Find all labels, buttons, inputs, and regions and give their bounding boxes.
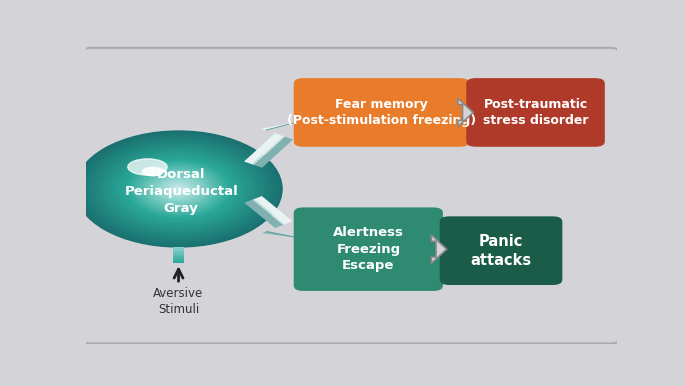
Text: Aversive
Stimuli: Aversive Stimuli [153,287,203,316]
FancyBboxPatch shape [466,78,605,147]
Polygon shape [254,137,293,168]
Bar [173,254,184,255]
Ellipse shape [129,161,227,217]
Ellipse shape [111,151,246,227]
Ellipse shape [114,153,243,225]
Ellipse shape [132,163,225,215]
Ellipse shape [128,159,167,175]
Text: Post-traumatic
stress disorder: Post-traumatic stress disorder [483,98,588,127]
Bar [173,251,184,252]
Ellipse shape [75,131,282,247]
Polygon shape [301,121,307,144]
Ellipse shape [80,134,277,244]
Bar [173,252,184,254]
Ellipse shape [90,140,266,238]
Text: Fear memory
(Post-stimulation freezing): Fear memory (Post-stimulation freezing) [287,98,476,127]
Ellipse shape [166,182,192,196]
Polygon shape [254,196,292,224]
Ellipse shape [124,159,233,219]
Ellipse shape [83,135,274,242]
Ellipse shape [77,132,279,245]
Ellipse shape [86,137,272,241]
FancyBboxPatch shape [440,216,562,285]
Polygon shape [301,216,306,238]
Ellipse shape [88,138,269,240]
Polygon shape [252,199,285,225]
Bar [173,247,184,248]
Polygon shape [262,121,301,130]
Ellipse shape [160,179,197,199]
Polygon shape [244,133,283,164]
Ellipse shape [171,185,186,193]
Ellipse shape [127,160,230,218]
Ellipse shape [150,173,207,205]
Polygon shape [252,136,285,165]
Bar [173,262,184,263]
Bar [173,256,184,258]
Ellipse shape [147,172,210,207]
Ellipse shape [103,147,253,231]
Ellipse shape [96,142,262,235]
Bar [173,259,184,261]
Bar [173,248,184,250]
Ellipse shape [137,166,220,212]
Ellipse shape [101,146,256,232]
Ellipse shape [122,157,236,221]
Ellipse shape [134,164,223,213]
Polygon shape [432,235,447,263]
Ellipse shape [142,169,215,209]
Ellipse shape [140,167,217,211]
Polygon shape [262,231,301,238]
Ellipse shape [142,168,163,176]
Ellipse shape [158,178,199,201]
Ellipse shape [93,141,264,237]
Bar [173,261,184,262]
Ellipse shape [106,148,251,230]
FancyBboxPatch shape [294,207,443,291]
Ellipse shape [163,180,194,198]
Ellipse shape [99,144,259,234]
Ellipse shape [173,186,184,192]
Ellipse shape [109,150,249,228]
Text: Panic
attacks: Panic attacks [471,234,532,268]
Ellipse shape [176,188,181,190]
Text: Dorsal
Periaqueductal
Gray: Dorsal Periaqueductal Gray [124,168,238,215]
Ellipse shape [119,156,238,222]
Ellipse shape [116,154,240,224]
FancyBboxPatch shape [294,78,469,147]
Bar [173,250,184,251]
Ellipse shape [155,176,202,202]
Bar [173,255,184,256]
Ellipse shape [145,170,212,208]
Ellipse shape [169,183,189,195]
Text: Alertness
Freezing
Escape: Alertness Freezing Escape [333,226,403,272]
Bar [173,258,184,259]
Ellipse shape [153,174,204,203]
Polygon shape [245,200,283,228]
Polygon shape [458,98,473,127]
